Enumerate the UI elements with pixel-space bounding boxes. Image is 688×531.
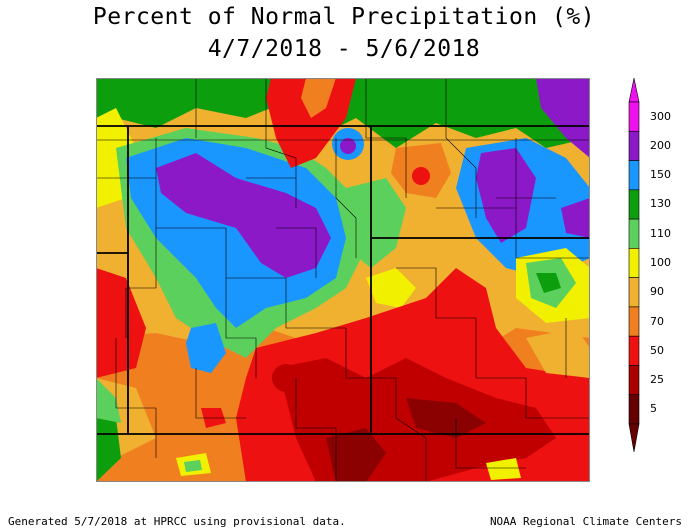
region-5-se [406, 398, 486, 438]
legend-swatch [628, 160, 640, 191]
region-100-center [366, 268, 416, 308]
legend-arrow-top [628, 77, 640, 103]
county-borders [96, 78, 590, 482]
region-200-ne [476, 148, 536, 243]
region-70-north [301, 78, 336, 118]
region-50-north [266, 78, 356, 168]
region-110-center [346, 178, 406, 268]
region-150-sw [186, 323, 226, 373]
legend-swatch [628, 335, 640, 366]
region-25-west [272, 364, 300, 392]
region-50-west [96, 268, 146, 378]
state-borders [96, 125, 590, 435]
legend-label: 300 [650, 109, 671, 123]
legend-label: 25 [650, 373, 664, 387]
legend-swatch [628, 248, 640, 278]
color-legend [628, 77, 640, 453]
map-frame [96, 78, 590, 482]
legend-swatch [628, 189, 640, 220]
region-200-ne-corner [536, 78, 590, 158]
legend-arrow-bottom [628, 423, 640, 453]
legend-swatch [628, 365, 640, 396]
legend-swatch [628, 306, 640, 337]
legend-label: 200 [650, 138, 671, 152]
precipitation-map [96, 78, 590, 482]
legend-swatch [628, 277, 640, 308]
footer-source: NOAA Regional Climate Centers [489, 515, 682, 528]
legend-swatch [628, 394, 640, 425]
region-90-east2 [526, 328, 590, 378]
footer-generated: Generated 5/7/2018 at HPRCC using provis… [8, 515, 346, 528]
map-title: Percent of Normal Precipitation (%) [92, 4, 596, 30]
region-100-se2 [486, 458, 521, 480]
region-110-s [184, 460, 202, 472]
legend-label: 150 [650, 168, 671, 182]
region-50-dot [412, 167, 430, 185]
legend-label: 110 [650, 226, 671, 240]
region-200-west [156, 153, 331, 278]
legend-label: 5 [650, 402, 657, 416]
region-5-south [326, 428, 386, 482]
legend-label: 70 [650, 314, 664, 328]
region-130-east [536, 273, 561, 293]
legend-swatch [628, 130, 640, 161]
legend-label: 130 [650, 197, 671, 211]
legend-label: 90 [650, 285, 664, 299]
region-110-sw [96, 378, 121, 423]
legend-label: 100 [650, 256, 671, 269]
legend-swatch [628, 218, 640, 249]
legend-label: 50 [650, 343, 664, 357]
region-200-dot [340, 138, 356, 154]
region-200-e [561, 198, 590, 238]
legend-swatch [628, 101, 640, 132]
date-range: 4/7/2018 - 5/6/2018 [207, 36, 481, 62]
region-130-sw [96, 408, 121, 482]
